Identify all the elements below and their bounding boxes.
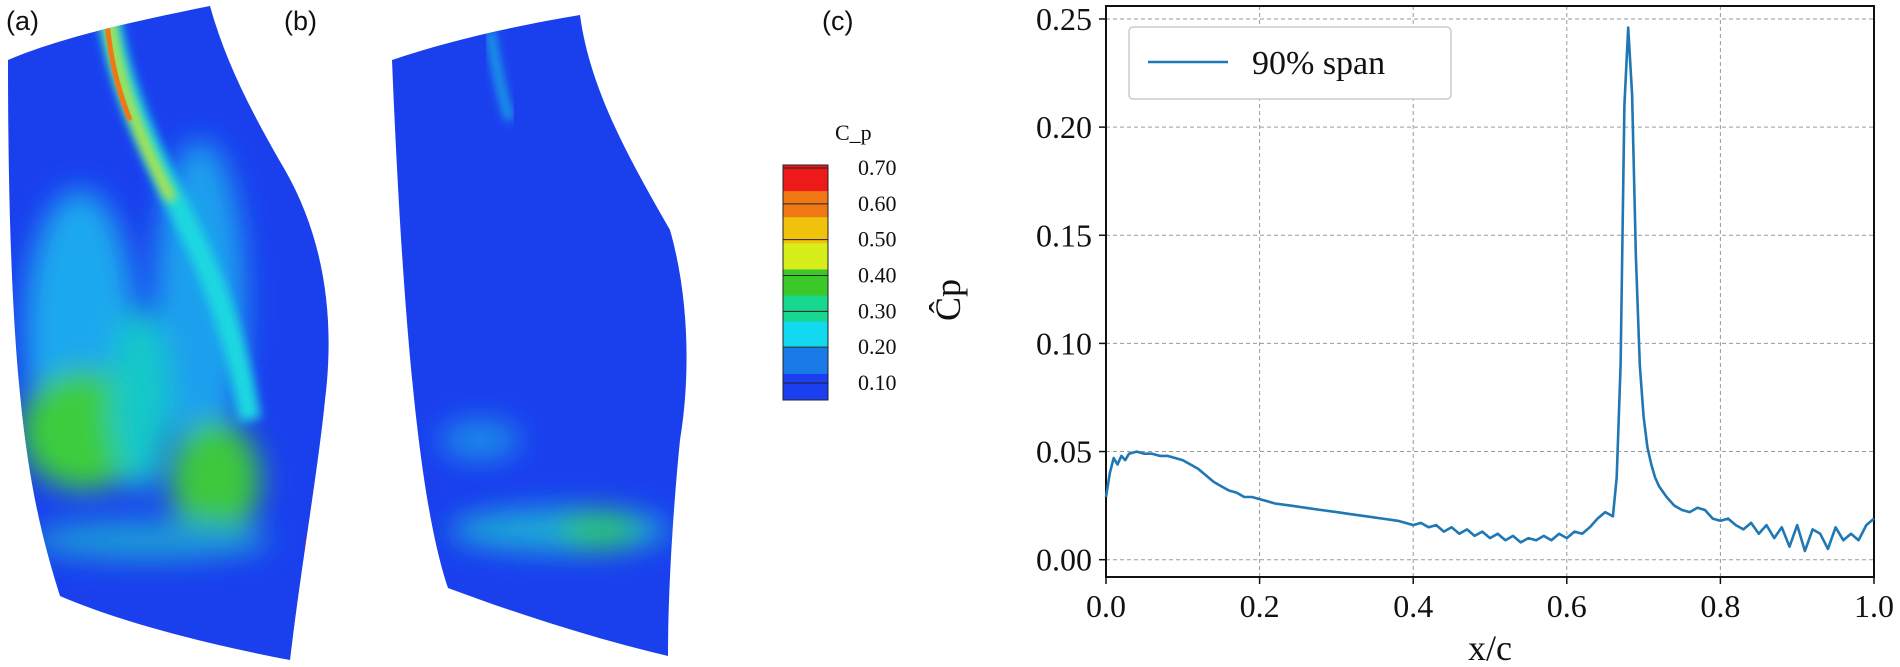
colorbar-tick-label: 0.70 [858,155,897,180]
colorbar-title: C_p [835,120,872,145]
x-tick-label: 0.0 [1086,588,1126,624]
panel-label-b: (b) [284,6,317,36]
legend: 90% span [1128,26,1452,100]
blade-contour-b [392,15,687,656]
x-tick-label: 0.2 [1240,588,1280,624]
x-axis-label: x/c [1468,628,1512,667]
series-line-90-span [1104,26,1875,553]
line-chart: 0.0 0.2 0.4 0.6 0.8 1.0 0.00 0.05 0.10 0.15 0.20 0.… [928,1,1894,667]
panel-label-c: (c) [822,6,854,36]
blade-contour-a [8,6,329,660]
x-tick-label: 0.4 [1393,588,1433,624]
colorbar-frame [782,164,829,401]
colorbar-tick-label: 0.50 [858,227,897,252]
y-tick-label: 0.20 [1036,109,1092,145]
colorbar: C_p 0.70 0.60 0.50 0.40 0.30 0.20 0.10 [782,120,897,401]
y-tick-label: 0.15 [1036,217,1092,253]
colorbar-band [783,321,828,349]
panel-label-a: (a) [6,6,39,36]
plot-area-frame [1105,5,1875,578]
colorbar-band [783,243,828,270]
colorbar-tick-label: 0.30 [858,298,897,323]
y-axis-label: Ĉp [928,279,968,321]
colorbar-tick-label: 0.40 [858,263,897,288]
legend-label: 90% span [1252,45,1385,82]
y-tick-label: 0.10 [1036,325,1092,361]
colorbar-band [783,191,828,218]
colorbar-band [783,373,828,401]
x-tick-label: 1.0 [1854,588,1894,624]
colorbar-tick-label: 0.60 [858,191,897,216]
colorbar-band [783,165,828,192]
colorbar-tick-label: 0.10 [858,370,897,395]
legend-box [1128,26,1452,100]
colorbar-band [783,347,828,375]
y-tick-label: 0.00 [1036,542,1092,578]
y-tick-label: 0.05 [1036,434,1092,470]
y-tick-label: 0.25 [1036,1,1092,37]
x-tick-label: 0.8 [1700,588,1740,624]
x-tick-label: 0.6 [1547,588,1587,624]
colorbar-tick-label: 0.20 [858,334,897,359]
colorbar-band [783,295,828,323]
colorbar-band [783,269,828,297]
